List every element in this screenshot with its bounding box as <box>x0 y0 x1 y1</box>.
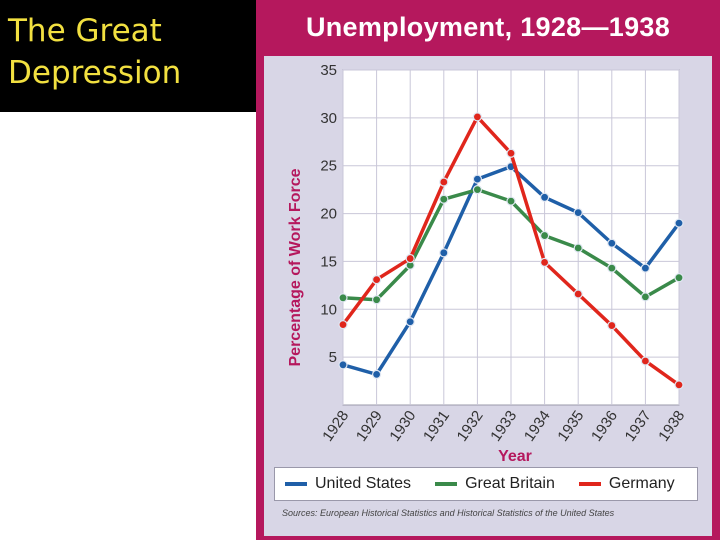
data-point-great-britain <box>640 292 651 302</box>
data-point-germany <box>472 112 482 122</box>
x-tick-label: 1930 <box>386 408 419 445</box>
y-tick-label: 20 <box>320 206 337 223</box>
y-tick-label: 30 <box>320 110 337 127</box>
legend-swatch-germany <box>578 482 601 486</box>
legend-item-great-britain: Great Britain <box>435 475 555 493</box>
data-point-germany <box>573 289 583 299</box>
data-point-great-britain <box>338 293 348 303</box>
data-point-germany <box>506 148 516 158</box>
slide-title: The Great Depression <box>0 0 256 112</box>
legend-swatch-united-states <box>285 482 307 486</box>
x-tick-label: 1938 <box>655 408 688 445</box>
x-tick-label: 1929 <box>353 408 386 445</box>
chart-source: Sources: European Historical Statistics … <box>282 508 615 518</box>
legend-swatch-great-britain <box>435 482 458 486</box>
data-point-germany <box>405 253 415 264</box>
data-point-united-states <box>607 238 617 248</box>
data-point-germany <box>372 275 382 285</box>
data-point-great-britain <box>506 196 516 206</box>
slide-title-line2: Depression <box>8 55 182 91</box>
x-axis-label: Year <box>498 448 532 465</box>
x-tick-label: 1932 <box>454 408 487 445</box>
data-point-united-states <box>674 218 684 228</box>
data-point-united-states <box>539 192 550 202</box>
data-point-germany <box>338 320 348 330</box>
y-tick-label: 35 <box>320 62 337 79</box>
data-point-united-states <box>640 263 651 273</box>
data-point-great-britain <box>372 295 382 305</box>
data-point-great-britain <box>573 243 583 253</box>
legend-label-great-britain: Great Britain <box>465 475 555 492</box>
x-tick-label: 1936 <box>588 408 621 445</box>
data-point-united-states <box>573 208 583 218</box>
x-tick-label: 1934 <box>521 408 554 445</box>
data-point-germany <box>439 177 449 187</box>
y-tick-label: 15 <box>320 253 337 270</box>
data-point-united-states <box>439 248 449 258</box>
x-tick-label: 1933 <box>487 408 520 445</box>
data-point-great-britain <box>674 273 684 283</box>
data-point-united-states <box>338 360 348 370</box>
data-point-great-britain <box>439 194 449 204</box>
y-axis-label: Percentage of Work Force <box>287 168 304 366</box>
x-tick-label: 1928 <box>319 408 352 445</box>
legend: United States Great Britain Germany <box>274 467 698 501</box>
x-tick-label: 1937 <box>622 408 655 445</box>
x-tick-label: 1931 <box>420 408 453 445</box>
data-point-united-states <box>472 174 482 184</box>
data-point-great-britain <box>539 230 550 241</box>
data-point-germany <box>539 257 550 267</box>
legend-item-germany: Germany <box>578 475 675 493</box>
x-tick-label: 1935 <box>554 408 587 445</box>
slide-title-line1: The Great <box>8 13 162 49</box>
data-point-germany <box>640 356 651 366</box>
legend-item-united-states: United States <box>285 475 411 493</box>
data-point-great-britain <box>607 263 617 273</box>
data-point-germany <box>674 380 684 390</box>
chart-title: Unemployment, 1928—1938 <box>305 12 671 42</box>
y-tick-label: 25 <box>320 158 337 175</box>
legend-label-germany: Germany <box>608 475 675 492</box>
y-tick-label: 10 <box>320 301 337 318</box>
data-point-united-states <box>405 317 415 327</box>
data-point-united-states <box>372 369 382 379</box>
data-point-germany <box>607 320 617 331</box>
y-tick-label: 5 <box>329 349 337 366</box>
data-point-great-britain <box>472 185 482 195</box>
legend-label-united-states: United States <box>315 475 412 492</box>
